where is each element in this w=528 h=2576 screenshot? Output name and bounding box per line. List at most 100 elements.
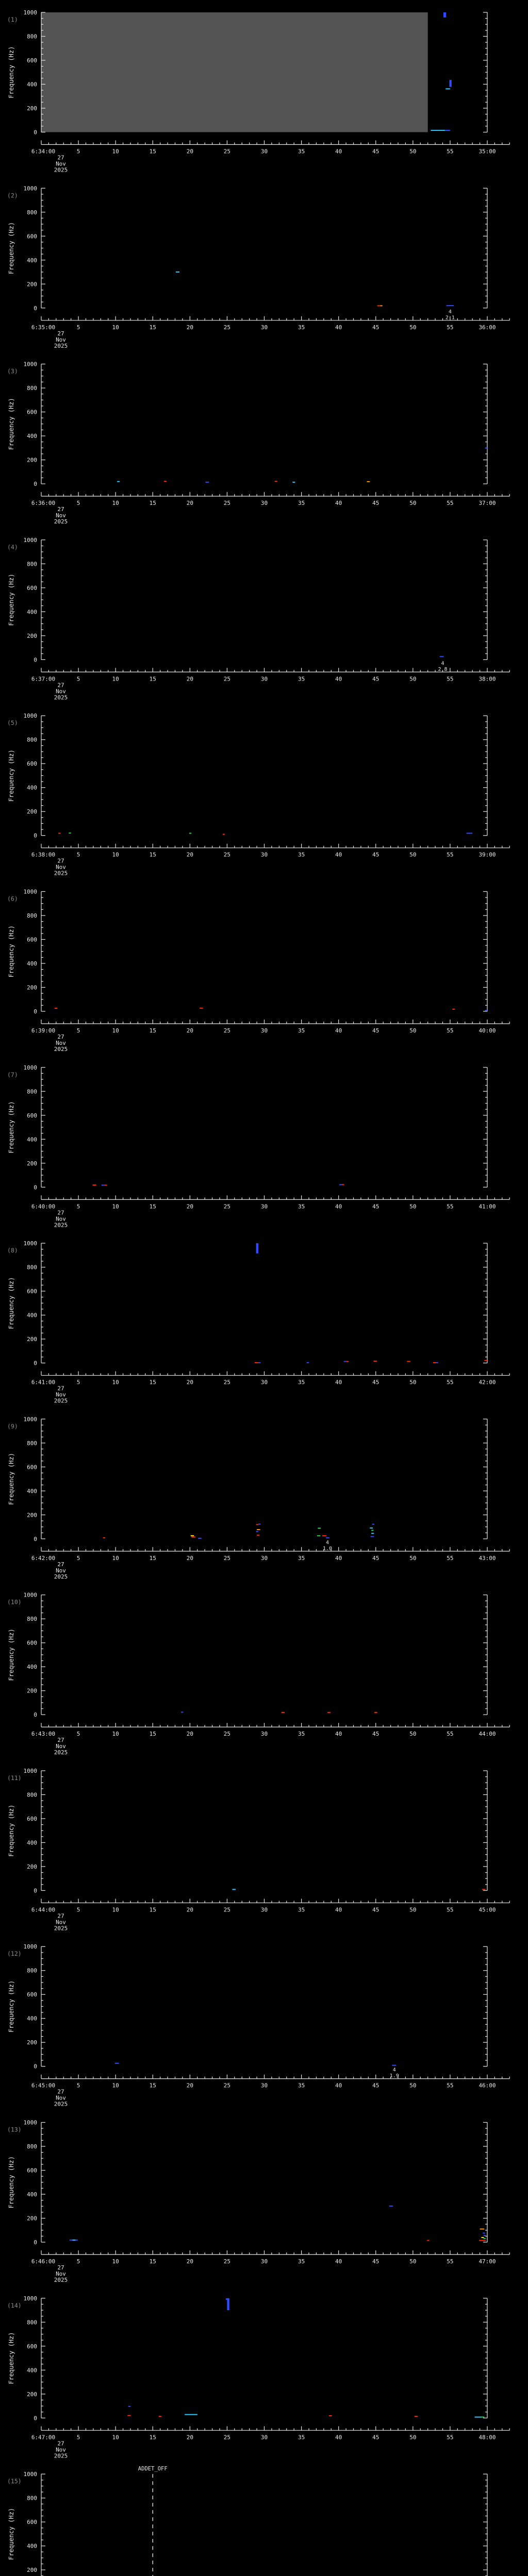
date-label: 2025: [54, 1749, 68, 1756]
date-label: 2025: [54, 694, 68, 701]
x-tick-label: 30: [261, 1203, 268, 1210]
panel-index-label: (4): [7, 544, 18, 551]
y-tick-label: 0: [34, 129, 37, 136]
x-tick-label: 10: [112, 148, 119, 155]
x-tick-label: 45: [372, 2434, 379, 2441]
date-label: 2025: [54, 1046, 68, 1053]
x-tick-label: 40: [335, 1906, 342, 1913]
start-time-label: 6:47:00: [31, 2434, 55, 2441]
x-tick-label: 15: [150, 675, 156, 682]
panel-index-label: (15): [7, 2478, 22, 2485]
x-tick-label: 40: [335, 148, 342, 155]
end-time-label: 39:00: [478, 852, 496, 858]
event-mark: [466, 833, 473, 834]
y-tick-label: 1000: [24, 1416, 38, 1422]
panel-index-label: (6): [7, 895, 18, 902]
event-mark: [58, 833, 61, 834]
event-mark: [433, 1362, 436, 1363]
x-tick-label: 55: [447, 1555, 453, 1562]
event-mark: [328, 2415, 332, 2416]
y-tick-label: 200: [27, 633, 37, 639]
start-time-label: 6:39:00: [31, 1027, 55, 1034]
event-mark: [317, 1535, 321, 1536]
x-tick-label: 5: [77, 1203, 80, 1210]
event-mark: [436, 1362, 438, 1363]
spectrogram-panel-10: (10) Frequency (Hz) 0 200 400 600 800 1000 5 10 15…: [7, 1592, 510, 1756]
x-tick-label: 15: [150, 1203, 156, 1210]
x-tick-label: 20: [187, 1379, 193, 1386]
event-mark: [342, 1184, 344, 1185]
event-mark: [446, 305, 454, 307]
y-tick-label: 600: [27, 2519, 37, 2526]
y-axis-title: Frequency (Hz): [8, 1101, 15, 1153]
y-tick-label: 800: [27, 561, 37, 567]
event-mark: [258, 1362, 261, 1363]
event-mark: [128, 2405, 130, 2407]
x-tick-label: 35: [298, 2082, 305, 2089]
event-mark: [227, 2298, 229, 2311]
x-tick-label: 45: [372, 852, 379, 858]
spectrogram-panel-14: (14) Frequency (Hz) 0 200 400 600 800 1000 5 10 15…: [7, 2295, 510, 2459]
date-label: 27: [57, 1209, 64, 1216]
event-mark: [256, 1531, 258, 1532]
event-mark: [232, 1889, 236, 1890]
x-tick-label: 40: [335, 2434, 342, 2441]
x-tick-label: 55: [447, 2258, 453, 2265]
date-label: 2025: [54, 343, 68, 349]
x-tick-label: 30: [261, 500, 268, 506]
x-tick-label: 15: [150, 1379, 156, 1386]
x-tick-label: 50: [409, 500, 416, 506]
x-tick-label: 40: [335, 2258, 342, 2265]
event-mark: [292, 481, 295, 483]
x-tick-label: 30: [261, 1555, 268, 1562]
x-tick-label: 45: [372, 1027, 379, 1034]
spectrogram-panel-9: (9) Frequency (Hz) 0 200 400 600 800 1000 5 10 15 2…: [7, 1416, 510, 1580]
panel-index-label: (3): [7, 368, 18, 375]
event-mark: [306, 1362, 309, 1363]
y-tick-label: 400: [27, 1839, 37, 1846]
event-mark: [481, 2416, 485, 2418]
y-tick-label: 1000: [24, 185, 38, 192]
y-axis-title: Frequency (Hz): [8, 398, 15, 450]
x-tick-label: 15: [150, 2082, 156, 2089]
panel-index-label: (2): [7, 192, 18, 199]
event-mark: [343, 1361, 346, 1362]
spectrogram-panel-1: (1) Frequency (Hz) 0 200 400 600 800 1000 5 10 15 2…: [7, 9, 510, 174]
event-mark: [414, 2416, 418, 2417]
event-mark: [483, 2232, 485, 2234]
panel-index-label: (10): [7, 1599, 22, 1606]
x-tick-label: 5: [77, 675, 80, 682]
x-tick-label: 25: [224, 1731, 230, 1737]
event-mark: [72, 2239, 76, 2241]
event-mark: [370, 1536, 374, 1537]
event-mark: [205, 481, 209, 483]
y-tick-label: 0: [34, 656, 37, 663]
y-tick-label: 400: [27, 2015, 37, 2022]
x-tick-label: 40: [335, 1027, 342, 1034]
event-mark: [190, 1535, 194, 1536]
y-tick-label: 0: [34, 1711, 37, 1718]
y-tick-label: 0: [34, 1536, 37, 1543]
x-tick-label: 35: [298, 852, 305, 858]
y-tick-label: 200: [27, 457, 37, 464]
event-mark: [181, 1711, 184, 1713]
y-tick-label: 200: [27, 1160, 37, 1167]
x-tick-label: 35: [298, 2434, 305, 2441]
y-tick-label: 1000: [24, 1768, 38, 1774]
event-mark: [222, 834, 225, 835]
y-tick-label: 800: [27, 33, 37, 40]
panel-index-label: (8): [7, 1247, 18, 1254]
x-tick-label: 45: [372, 1555, 379, 1562]
date-label: 27: [57, 2089, 64, 2095]
y-axis-title: Frequency (Hz): [8, 925, 15, 977]
x-tick-label: 45: [372, 500, 379, 506]
y-axis-title: Frequency (Hz): [8, 1980, 15, 2032]
event-mark: [431, 130, 450, 131]
x-tick-label: 40: [335, 2082, 342, 2089]
event-mark: [371, 1530, 374, 1531]
x-tick-label: 10: [112, 1555, 119, 1562]
event-mark: [483, 2235, 486, 2236]
spectrogram-panel-5: (5) Frequency (Hz) 0 200 400 600 800 1000 5 10 15 2…: [7, 713, 510, 877]
x-tick-label: 45: [372, 1203, 379, 1210]
y-tick-label: 1000: [24, 888, 38, 895]
